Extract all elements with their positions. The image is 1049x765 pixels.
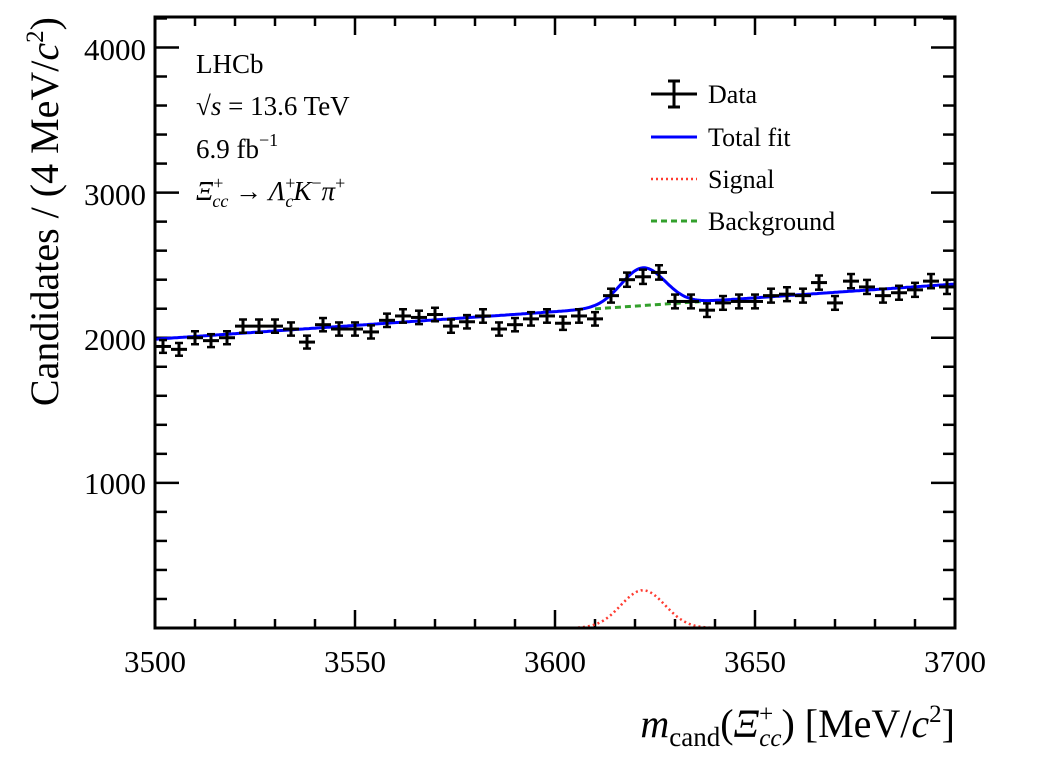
data-point	[539, 307, 555, 324]
data-point	[395, 307, 411, 324]
data-point	[171, 341, 187, 357]
data-point	[811, 274, 827, 291]
energy-label: √s = 13.6 TeV	[196, 91, 350, 121]
data-point	[667, 293, 683, 310]
data-point	[491, 321, 507, 337]
data-point	[795, 287, 811, 304]
y-tick-label: 3000	[84, 177, 146, 212]
data-point	[187, 329, 203, 346]
data-point	[619, 271, 635, 289]
x-tick-labels: 3500 3550 3600 3650 3700	[124, 644, 986, 679]
data-point	[747, 293, 763, 310]
y-tick-label: 1000	[84, 466, 146, 501]
data-point	[923, 272, 939, 290]
data-point	[779, 285, 795, 303]
legend-label: Background	[708, 207, 835, 236]
data-point	[235, 318, 251, 334]
data-point	[315, 316, 331, 333]
legend-item-data: Data	[651, 79, 758, 109]
data-point	[635, 268, 651, 286]
luminosity-label: 6.9 fb−1	[196, 130, 278, 164]
data-point	[363, 324, 379, 340]
data-point	[939, 278, 955, 296]
x-tick-label: 3600	[524, 644, 586, 679]
data-point	[699, 302, 715, 319]
legend-label: Signal	[708, 165, 774, 194]
plot-frame	[153, 15, 957, 630]
data-point	[907, 281, 923, 299]
data-points	[155, 263, 955, 357]
y-tick-label: 2000	[84, 322, 146, 357]
y-axis-title: Candidates / (4 MeV/c2)	[22, 17, 67, 406]
data-point	[283, 321, 299, 337]
data-point	[203, 332, 219, 349]
x-tick-label: 3500	[124, 644, 186, 679]
data-point	[347, 321, 363, 337]
data-point	[651, 263, 667, 281]
y-tick-label: 4000	[84, 32, 146, 67]
x-tick-label: 3550	[324, 644, 386, 679]
data-point	[859, 278, 875, 296]
legend-label: Total fit	[708, 123, 791, 152]
legend-item-signal: Signal	[651, 165, 774, 194]
x-tick-label: 3700	[924, 644, 986, 679]
data-point	[411, 309, 427, 326]
annotations: LHCb √s = 13.6 TeV 6.9 fb−1 Ξ+ cc → Λ+ cK−…	[196, 49, 350, 211]
data-point	[267, 318, 283, 334]
legend-item-total-fit: Total fit	[651, 123, 791, 152]
x-axis-title: mcand(Ξ+ cc) [MeV/c2]	[640, 701, 955, 752]
data-point	[299, 334, 315, 350]
data-point	[843, 272, 859, 290]
data-point	[251, 318, 267, 334]
signal-curve	[563, 589, 723, 630]
data-point	[875, 287, 891, 304]
data-point	[603, 287, 619, 304]
data-point	[827, 294, 843, 312]
legend-label: Data	[708, 80, 758, 109]
data-point	[715, 294, 731, 312]
experiment-label: LHCb	[196, 49, 264, 79]
data-point	[763, 287, 779, 304]
data-point	[331, 321, 347, 337]
decay-label: Ξ+ cc → Λ+ cK−π+	[196, 173, 345, 211]
data-point	[379, 312, 395, 329]
data-point	[427, 306, 443, 323]
legend-item-background: Background	[651, 207, 835, 236]
data-point	[731, 293, 747, 310]
data-point	[459, 313, 475, 330]
data-point	[571, 307, 587, 324]
data-point	[443, 318, 459, 334]
data-point	[587, 310, 603, 327]
data-point	[555, 315, 571, 332]
data-point	[507, 316, 523, 333]
data-point	[683, 293, 699, 310]
y-tick-labels: 1000 2000 3000 4000	[84, 32, 146, 501]
x-tick-label: 3650	[724, 644, 786, 679]
data-point	[219, 329, 235, 346]
data-point	[891, 284, 907, 301]
data-point	[155, 338, 171, 355]
data-point	[523, 310, 539, 327]
data-point	[475, 307, 491, 324]
legend: Data Total fit Signal Background	[651, 79, 835, 236]
